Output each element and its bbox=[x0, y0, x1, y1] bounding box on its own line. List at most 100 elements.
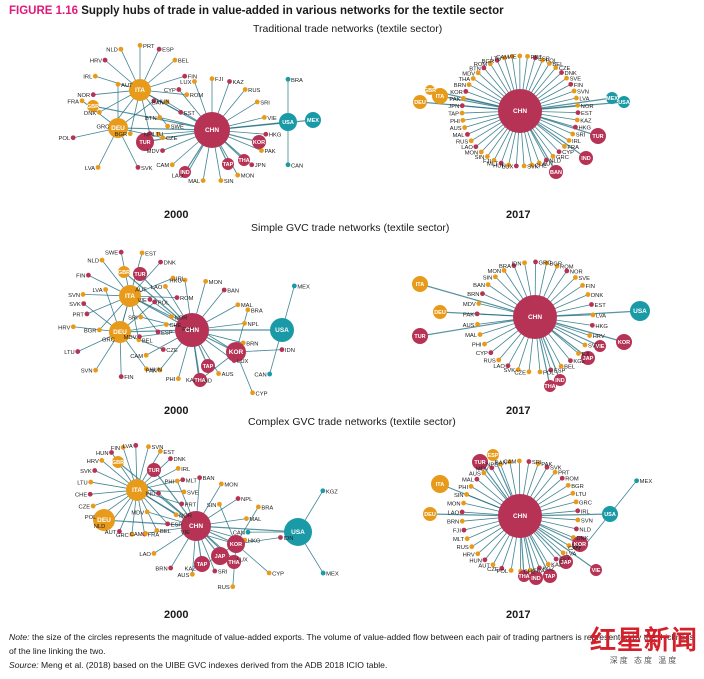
leaf-node-npl bbox=[498, 461, 503, 467]
leaf-label-grc: GRC bbox=[579, 500, 592, 506]
leaf-node-mlt bbox=[180, 477, 186, 483]
leaf-node-mon bbox=[461, 500, 467, 506]
leaf-label-cam: CAM bbox=[503, 459, 516, 465]
leaf-node-cam bbox=[509, 54, 515, 59]
leaf-label-ban: BAN bbox=[203, 476, 215, 482]
leaf-node-lao bbox=[473, 144, 479, 150]
leaf-node-lux bbox=[513, 163, 519, 169]
watermark: 红星新闻 深度 态度 温度 bbox=[590, 620, 698, 666]
leaf-node-btn bbox=[481, 65, 487, 71]
leaf-label-sri: SRI bbox=[218, 570, 228, 576]
hub-label-deu: DEU bbox=[434, 310, 446, 316]
leaf-node-aut bbox=[115, 81, 121, 87]
leaf-node-vie bbox=[261, 115, 267, 120]
leaf-label-nld: NLD bbox=[87, 259, 99, 265]
leaf-node-bgr bbox=[97, 327, 102, 333]
node-layer bbox=[70, 249, 297, 396]
label-layer: EST DNK IRL ROM NOR ESP BEL GRC BGR PRT SVN FIN NLD S… bbox=[58, 251, 310, 398]
leaf-label-mon: MON bbox=[241, 174, 255, 180]
leaf-node-ltu bbox=[75, 349, 81, 354]
leaf-node-hun bbox=[151, 98, 157, 104]
leaf-node-rus bbox=[242, 87, 248, 92]
leaf-label-brn: BRN bbox=[454, 83, 466, 89]
leaf-node-pol bbox=[70, 135, 76, 141]
leaf-node-fin bbox=[86, 272, 91, 278]
leaf-label-kaz: KAZ bbox=[551, 563, 563, 569]
leaf-label-hrv: HRV bbox=[90, 59, 102, 65]
leaf-node-cyp bbox=[176, 87, 182, 92]
hub-label-ita: ITA bbox=[125, 293, 135, 300]
hub-label-deu: DEU bbox=[111, 125, 125, 132]
leaf-node-est bbox=[139, 250, 145, 256]
note-label: Note: bbox=[9, 632, 30, 642]
leaf-label-nor: NOR bbox=[179, 513, 192, 519]
hub-label-tha: THA bbox=[544, 384, 555, 390]
leaf-node-pol bbox=[540, 57, 545, 63]
leaf-label-lux: LUX bbox=[237, 359, 248, 365]
leaf-node-bgr bbox=[565, 482, 571, 488]
leaf-node-prt bbox=[525, 53, 530, 59]
leaf-node-sin bbox=[492, 274, 498, 280]
leaf-label-kgz: KGZ bbox=[573, 359, 585, 365]
leaf-node-hkg bbox=[589, 322, 595, 328]
leaf-label-svn: SVN bbox=[581, 518, 593, 524]
leaf-label-mal: MAL bbox=[249, 517, 262, 523]
node-layer bbox=[413, 53, 630, 179]
leaf-node-rom bbox=[554, 263, 560, 269]
leaf-label-brn: BRN bbox=[246, 341, 258, 347]
leaf-label-aut: AUT bbox=[135, 287, 147, 293]
leaf-node-bel bbox=[546, 61, 552, 66]
leaf-node-svn bbox=[80, 292, 86, 297]
leaf-label-dnk: DNK bbox=[591, 293, 603, 299]
leaf-node-irl bbox=[175, 466, 181, 471]
leaf-label-grc: GRC bbox=[556, 155, 569, 161]
hub-label-gbr: GBR bbox=[87, 104, 99, 110]
leaf-node-tap bbox=[459, 110, 465, 116]
leaf-node-rus bbox=[468, 138, 474, 144]
leaf-node-cze bbox=[90, 503, 96, 509]
leaf-label-sin: SIN bbox=[475, 155, 485, 161]
hub-node-jap bbox=[581, 351, 595, 365]
leaf-label-swe: SWE bbox=[171, 125, 184, 131]
leaf-node-pol bbox=[152, 299, 158, 305]
leaf-node-idn bbox=[522, 260, 527, 266]
leaf-label-pak: PAK bbox=[541, 462, 552, 468]
hub-label-ind: IND bbox=[555, 378, 565, 384]
leaf-label-sve: SVE bbox=[570, 77, 582, 83]
label-layer: PRTROMBGRLTUGRCIRLSVNNLDDNKFINLVAESTKAZK… bbox=[424, 453, 652, 582]
note-text: the size of the circles represents the m… bbox=[9, 632, 694, 656]
leaf-label-kgz: KGZ bbox=[542, 566, 554, 572]
leaf-label-nor: NOR bbox=[175, 315, 188, 321]
figure-source: Source: Meng et al. (2018) based on the … bbox=[9, 658, 695, 672]
hub-label-tap: TAP bbox=[203, 364, 214, 370]
leaf-label-phi: PHI bbox=[472, 343, 482, 349]
leaf-node-irl bbox=[170, 275, 176, 281]
leaf-node-svn bbox=[582, 342, 588, 348]
leaf-node-mon bbox=[203, 278, 209, 284]
leaf-node-rom bbox=[184, 92, 190, 98]
leaf-label-est: EST bbox=[163, 450, 175, 456]
leaf-label-tap: TAP bbox=[448, 112, 459, 118]
leaf-label-rus: RUS bbox=[483, 358, 495, 364]
hub-label-usa: USA bbox=[275, 327, 289, 334]
leaf-label-che: CHE bbox=[169, 323, 181, 329]
leaf-node-nld bbox=[118, 46, 124, 52]
hub-label-vie: VIE bbox=[592, 568, 601, 574]
leaf-node-aut bbox=[490, 562, 496, 568]
hub-node-chn bbox=[175, 313, 209, 347]
leaf-label-mon: MON bbox=[209, 280, 223, 286]
hub-label-chn: CHN bbox=[513, 513, 527, 520]
leaf-node-can bbox=[245, 529, 251, 535]
leaf-node-mdv bbox=[475, 70, 481, 76]
leaf-node-bel bbox=[558, 363, 564, 369]
leaf-node-fji bbox=[576, 351, 581, 356]
leaf-label-rus: RUS bbox=[457, 545, 469, 551]
leaf-label-sri: SRI bbox=[576, 133, 586, 139]
leaf-label-mon: MON bbox=[488, 269, 502, 275]
source-text: Meng et al. (2018) based on the UIBE GVC… bbox=[41, 660, 388, 670]
leaf-node-nor bbox=[575, 102, 581, 108]
leaf-label-ltu: LTU bbox=[64, 350, 75, 356]
hub-label-ind: IND bbox=[531, 576, 541, 582]
leaf-label-cam: CAM bbox=[496, 55, 509, 61]
